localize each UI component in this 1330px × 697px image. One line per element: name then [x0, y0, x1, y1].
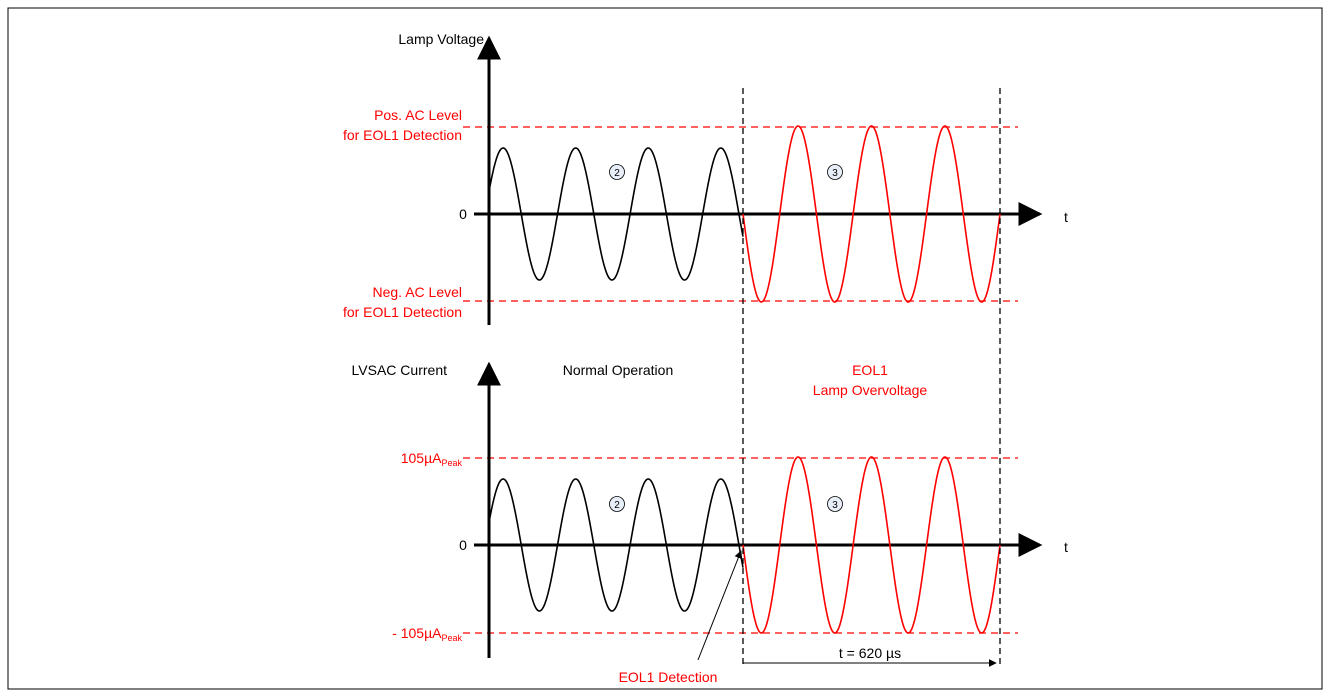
bottom-pos-level-sub: Peak	[441, 458, 462, 468]
top-zero-label: 0	[459, 206, 467, 222]
bottom-marker-eol-text: 3	[832, 500, 838, 511]
bottom-marker-normal: 2	[609, 496, 625, 512]
bottom-pos-level-label: 105µAPeak	[401, 450, 463, 468]
bottom-eol-title-2: Lamp Overvoltage	[813, 382, 928, 398]
top-neg-level-label-1: Neg. AC Level	[373, 284, 463, 300]
bottom-neg-level-main: - 105µA	[392, 625, 442, 641]
bottom-neg-level-label: - 105µAPeak	[392, 625, 462, 643]
bottom-normal-label: Normal Operation	[563, 362, 674, 378]
top-marker-normal: 2	[609, 164, 625, 180]
top-time-label: t	[1064, 209, 1068, 225]
top-marker-eol: 3	[827, 164, 843, 180]
top-marker-eol-text: 3	[832, 168, 838, 179]
bottom-y-axis-label: LVSAC Current	[352, 362, 448, 378]
bottom-eol-title-1: EOL1	[852, 362, 888, 378]
bottom-zero-label: 0	[459, 537, 467, 553]
bottom-normal-waveform	[488, 478, 744, 612]
duration-label: t = 620 µs	[839, 645, 901, 661]
bottom-marker-normal-text: 2	[614, 500, 620, 511]
bottom-pos-level-main: 105µA	[401, 450, 442, 466]
top-neg-level-label-2: for EOL1 Detection	[343, 304, 462, 320]
bottom-eol-waveform	[742, 456, 1001, 634]
top-normal-waveform	[488, 147, 744, 281]
top-eol-waveform	[742, 125, 1001, 303]
diagram-frame	[7, 7, 1323, 690]
bottom-neg-level-sub: Peak	[441, 633, 462, 643]
eol1-detection-pointer	[697, 550, 743, 661]
top-y-axis-label: Lamp Voltage	[398, 31, 484, 47]
eol1-detection-label: EOL1 Detection	[619, 669, 718, 685]
top-marker-normal-text: 2	[614, 168, 620, 179]
top-pos-level-label-2: for EOL1 Detection	[343, 127, 462, 143]
bottom-marker-eol: 3	[827, 496, 843, 512]
top-pos-level-label-1: Pos. AC Level	[374, 107, 462, 123]
bottom-time-label: t	[1064, 539, 1068, 555]
